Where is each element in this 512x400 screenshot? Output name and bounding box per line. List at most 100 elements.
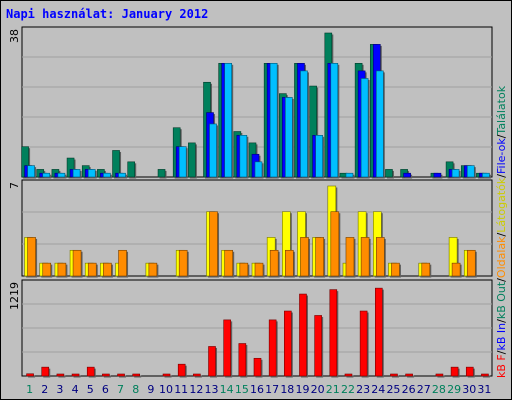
bottom-kb-bar-shadow xyxy=(58,375,66,378)
x-tick-label: 30 xyxy=(462,383,476,396)
x-tick-label: 31 xyxy=(477,383,491,396)
legend-segment: File-ok xyxy=(495,138,508,174)
x-tick-label: 2 xyxy=(41,383,48,396)
x-tick-label: 18 xyxy=(280,383,294,396)
mid-oldalak-bar xyxy=(209,211,218,277)
bottom-kb-bar-shadow xyxy=(482,375,490,378)
legend-segment: / xyxy=(495,278,508,282)
mid-oldalak-bar xyxy=(345,237,355,277)
bottom-kb-bar-shadow xyxy=(437,375,445,378)
x-tick-label: 28 xyxy=(432,383,446,396)
bottom-kb-bar xyxy=(465,366,474,377)
bottom-kb-bar xyxy=(374,287,383,377)
x-tick-label: 16 xyxy=(250,383,264,396)
bottom-kb-bar xyxy=(86,366,95,377)
top-l-togat-k-bar xyxy=(87,169,96,178)
mid-oldalak-bar xyxy=(239,262,249,277)
mid-oldalak-bar xyxy=(451,262,461,277)
mid-oldalak-bar xyxy=(27,237,36,277)
mid-oldalak-bar xyxy=(57,262,67,277)
bottom-kb-bar-shadow xyxy=(407,375,415,378)
x-tick-label: 24 xyxy=(371,383,385,396)
legend-segment: kB Out xyxy=(495,281,508,319)
bottom-kb-bar xyxy=(314,315,322,377)
legend-segment: Találatok xyxy=(495,85,508,135)
x-tick-label: 15 xyxy=(235,383,249,396)
mid-oldalak-bar xyxy=(178,249,188,277)
bottom-kb-bar xyxy=(41,366,50,377)
top-l-togat-k-bar xyxy=(118,172,126,178)
bottom-kb-bar xyxy=(253,357,262,377)
x-tick-label: 27 xyxy=(417,383,431,396)
top-l-togat-k-bar xyxy=(42,172,51,178)
legend-segment: kB F xyxy=(495,354,508,378)
mid-oldalak-bar xyxy=(391,262,400,277)
top-l-togat-k-bar xyxy=(482,172,490,178)
x-tick-label: 4 xyxy=(72,383,79,396)
legend-segment: / xyxy=(495,134,508,138)
bottom-kb-bar-shadow xyxy=(134,375,142,378)
mid-oldalak-bar xyxy=(87,262,97,277)
x-tick-label: 23 xyxy=(356,383,370,396)
mid-oldalak-bar xyxy=(118,249,127,277)
bottom-kb-bar xyxy=(71,373,80,377)
panel-hits-files-visits xyxy=(21,26,493,179)
x-tick-label: 3 xyxy=(56,383,63,396)
top-l-togat-k-bar xyxy=(72,169,81,178)
bottom-kb-bar xyxy=(329,289,338,377)
mid-oldalak-bar xyxy=(254,262,264,277)
bottom-kb-bar-shadow xyxy=(119,375,127,378)
chart-title: Napi használat: January 2012 xyxy=(6,7,209,21)
mid-oldalak-bar xyxy=(300,237,309,277)
mid-ymax-label: 7 xyxy=(8,182,21,189)
legend-segment: Látogatók xyxy=(495,177,508,233)
bottom-kb-bar-shadow xyxy=(391,375,399,378)
mid-oldalak-bar xyxy=(466,249,476,277)
top-l-togat-k-bar xyxy=(466,165,475,178)
x-tick-label: 19 xyxy=(295,383,309,396)
top-tal-latok-bar xyxy=(127,161,136,178)
top-l-togat-k-bar xyxy=(451,169,460,178)
bottom-kb-bar xyxy=(344,373,353,377)
x-tick-label: 21 xyxy=(326,383,340,396)
bottom-kb-bar xyxy=(481,373,489,377)
top-l-togat-k-bar xyxy=(239,135,248,178)
panel-visitors-pages xyxy=(21,179,493,278)
bottom-kb-bar xyxy=(238,343,247,377)
top-l-togat-k-bar xyxy=(57,172,66,178)
bottom-kb-bar-shadow xyxy=(346,375,354,378)
bottom-kb-bar xyxy=(102,373,110,377)
bottom-kb-bar xyxy=(162,373,171,377)
x-tick-label: 25 xyxy=(386,383,400,396)
x-tick-label: 6 xyxy=(102,383,109,396)
bottom-kb-bar xyxy=(284,310,292,377)
bottom-kb-bar xyxy=(359,310,368,377)
x-axis-day-labels: 1 2 3 4 5 6 7 8 9 10 11 12 13 14 15 16 17 18 19 20 21 22 23 24 2… xyxy=(26,383,491,396)
x-tick-label: 10 xyxy=(159,383,173,396)
top-l-togat-k-bar xyxy=(27,165,35,178)
top-l-togat-k-bar xyxy=(103,172,111,178)
top-ymax-label: 38 xyxy=(8,29,21,43)
x-tick-label: 13 xyxy=(205,383,219,396)
x-tick-label: 17 xyxy=(265,383,279,396)
top-file-ok-bar xyxy=(403,172,411,178)
top-tal-latok-bar xyxy=(157,169,166,178)
mid-oldalak-bar xyxy=(360,237,370,277)
bottom-kb-bar xyxy=(435,373,444,377)
top-l-togat-k-bar xyxy=(269,63,278,178)
legend-segment: / xyxy=(495,174,508,178)
x-tick-label: 20 xyxy=(311,383,325,396)
legend-segment: / xyxy=(495,319,508,323)
mid-oldalak-bar xyxy=(103,262,112,277)
bottom-kb-bar xyxy=(405,373,413,377)
bottom-kb-bar xyxy=(208,346,216,377)
legend-segment: / xyxy=(495,350,508,354)
right-legend: kB F/kB In/kB Out/Oldalak/Látogatók/File… xyxy=(495,85,508,378)
legend-segment: kB In xyxy=(495,323,508,351)
x-tick-label: 5 xyxy=(87,383,94,396)
x-tick-label: 26 xyxy=(402,383,416,396)
top-l-togat-k-bar xyxy=(254,161,263,178)
bottom-kb-bar xyxy=(450,366,459,377)
mid-oldalak-bar xyxy=(330,211,340,277)
